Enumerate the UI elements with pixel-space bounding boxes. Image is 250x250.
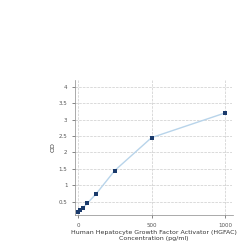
Point [85,202,89,205]
Point [94,192,98,196]
Point [80,206,84,210]
Point [113,168,117,172]
X-axis label: Human Hepatocyte Growth Factor Activator (HGFAC)
Concentration (pg/ml): Human Hepatocyte Growth Factor Activator… [71,230,237,241]
Point [76,210,80,214]
Point [78,208,82,212]
Y-axis label: OD: OD [51,142,56,152]
Point [150,136,154,140]
Point [223,111,227,115]
